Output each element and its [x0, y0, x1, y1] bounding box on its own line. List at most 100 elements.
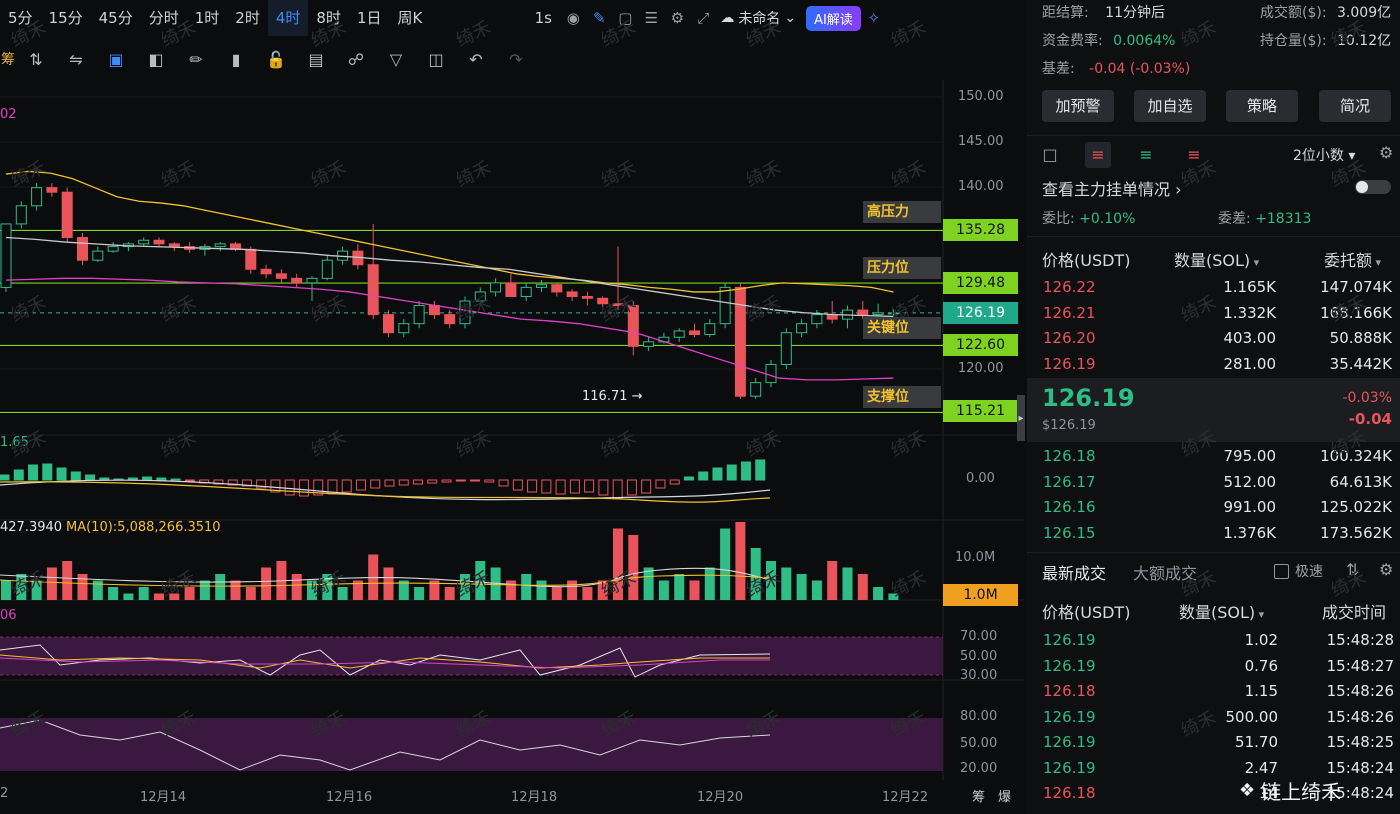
- ask-row[interactable]: 126.19 281.00 35.442K: [1027, 352, 1400, 377]
- volume-bar: [505, 580, 516, 600]
- caret-down-icon: ▾: [1348, 148, 1356, 164]
- volume-bar: [108, 587, 119, 600]
- macd-bar: [313, 479, 324, 496]
- share-icon[interactable]: ✧: [867, 9, 881, 27]
- bid-row[interactable]: 126.15 1.376K 173.562K: [1027, 521, 1400, 546]
- chart-name-dropdown[interactable]: ☁ 未命名 ⌄: [720, 8, 796, 28]
- camera-icon[interactable]: ◉: [566, 9, 580, 27]
- collapse-panel-icon[interactable]: ▸: [1017, 395, 1025, 441]
- orderbook-total: 64.613K: [1329, 472, 1392, 491]
- timeframe-4[interactable]: 1时: [194, 9, 220, 27]
- liquidation-button[interactable]: 爆: [998, 790, 1012, 805]
- bid-row[interactable]: 126.17 512.00 64.613K: [1027, 470, 1400, 495]
- x-tick-5: 12月22: [882, 790, 929, 805]
- candle-body: [153, 239, 165, 245]
- timeframe-0[interactable]: 5分: [8, 9, 33, 27]
- ask-row[interactable]: 126.21 1.332K 168.166K: [1027, 301, 1400, 326]
- volume-bar: [46, 567, 57, 600]
- ob-header-total[interactable]: 委托额 ▾: [1324, 251, 1382, 270]
- candle-body: [428, 305, 440, 316]
- orderbook-settings-icon[interactable]: ⚙: [1379, 143, 1394, 162]
- tab-large-trades[interactable]: 大额成交: [1133, 564, 1198, 583]
- ask-row[interactable]: 126.20 403.00 50.888K: [1027, 326, 1400, 351]
- trade-qty: 2.47: [1244, 758, 1278, 777]
- mode-split-icon[interactable]: ≡: [1085, 142, 1111, 168]
- overview-button[interactable]: 简况: [1319, 90, 1391, 122]
- ob-header-qty[interactable]: 数量(SOL) ▾: [1174, 251, 1260, 270]
- mode-bids-icon[interactable]: ≡: [1139, 145, 1153, 164]
- redo-icon[interactable]: ↷: [509, 49, 523, 69]
- select-icon[interactable]: ▣: [108, 49, 124, 69]
- undo-icon[interactable]: ↶: [469, 49, 483, 69]
- chip-distribution-button[interactable]: 筹: [972, 790, 986, 805]
- strategy-button[interactable]: 策略: [1226, 90, 1298, 122]
- main-orders-toggle[interactable]: [1355, 180, 1391, 194]
- candle-body: [520, 286, 532, 297]
- candle-icon[interactable]: ▮: [231, 49, 241, 69]
- cloud-icon: ☁: [720, 10, 735, 26]
- sort-icon[interactable]: ⇅: [1346, 560, 1360, 579]
- pen-icon[interactable]: ✎: [593, 9, 606, 27]
- timeframe-9[interactable]: 周K: [397, 9, 423, 27]
- bid-diff-value: +18313: [1255, 211, 1312, 227]
- x-tick-3: 12月18: [511, 790, 558, 805]
- volume-bar: [643, 567, 654, 600]
- timeframe-bar: 5分 15分 45分 分时 1时 2时 4时 8时 1日 周K 1s ◉ ✎ ▢ ☰ ⚙ ⤢ ☁ …: [0, 0, 1025, 36]
- mode-both-icon[interactable]: □: [1042, 145, 1058, 164]
- trades-settings-icon[interactable]: ⚙: [1379, 560, 1394, 579]
- candle-body: [750, 382, 762, 397]
- timeframe-8[interactable]: 1日: [356, 9, 382, 27]
- ask-row[interactable]: 126.22 1.165K 147.074K: [1027, 275, 1400, 300]
- fast-mode-checkbox[interactable]: 极速: [1274, 561, 1323, 581]
- settings-icon[interactable]: ⚙: [670, 9, 685, 27]
- trade-header-qty[interactable]: 数量(SOL) ▾: [1179, 603, 1265, 622]
- menu-icon[interactable]: ☰: [644, 9, 659, 27]
- add-alert-button[interactable]: 加预警: [1042, 90, 1114, 122]
- turnover-label: 成交额($):: [1260, 5, 1327, 21]
- orderbook-qty: 1.165K: [1223, 278, 1276, 296]
- bid-row[interactable]: 126.18 795.00 100.324K: [1027, 444, 1400, 469]
- chart-area[interactable]: 5分 15分 45分 分时 1时 2时 4时 8时 1日 周K 1s ◉ ✎ ▢ ☰ ⚙ ⤢ ☁ …: [0, 0, 1025, 814]
- lock-icon[interactable]: 🔓: [266, 49, 286, 69]
- timeframe-6[interactable]: 4时: [267, 0, 309, 36]
- orderbook-total: 50.888K: [1329, 329, 1392, 347]
- template-icon[interactable]: ▤: [308, 49, 324, 69]
- candle-body: [77, 237, 88, 261]
- logo-icon: ❖: [1239, 780, 1256, 801]
- trash-icon[interactable]: ◫: [428, 49, 444, 69]
- main-orders-link[interactable]: 查看主力挂单情况 ›: [1042, 176, 1182, 200]
- trade-row: 126.19 2.47 15:48:24: [1027, 756, 1400, 781]
- candle-body: [245, 248, 257, 270]
- eraser-icon[interactable]: ✏: [189, 49, 203, 69]
- ruler-icon[interactable]: ◧: [148, 49, 164, 69]
- orderbook-total: 168.166K: [1320, 303, 1392, 322]
- magnet-icon[interactable]: ⇅: [29, 49, 43, 69]
- fullscreen-icon[interactable]: ⤢: [697, 9, 710, 27]
- bid-row[interactable]: 126.16 991.00 125.022K: [1027, 495, 1400, 520]
- turnover-value: 3.009亿: [1337, 5, 1392, 21]
- trade-qty: 0.76: [1244, 656, 1278, 675]
- popout-icon[interactable]: ▢: [618, 9, 633, 27]
- price-chart[interactable]: [0, 80, 1025, 814]
- decimals-dropdown[interactable]: 2位小数 ▾: [1293, 145, 1355, 165]
- timeframe-7[interactable]: 8时: [316, 9, 341, 27]
- ai-analysis-button[interactable]: AI解读: [806, 5, 861, 31]
- volume-bar: [796, 574, 807, 600]
- timeframe-list: 5分 15分 45分 分时 1时 2时 4时 8时 1日 周K: [0, 0, 430, 36]
- timeframe-1[interactable]: 15分: [48, 9, 83, 27]
- measure-icon[interactable]: ⇋: [69, 49, 83, 69]
- tab-latest-trades[interactable]: 最新成交: [1042, 564, 1107, 583]
- mode-asks-icon[interactable]: ≡: [1187, 145, 1201, 164]
- timeframe-2[interactable]: 45分: [98, 9, 133, 27]
- volume-bar: [169, 593, 180, 600]
- timeframe-3[interactable]: 分时: [148, 9, 179, 27]
- filter-icon[interactable]: ▽: [389, 49, 403, 69]
- add-watchlist-button[interactable]: 加自选: [1134, 90, 1206, 122]
- level-tag-support: 115.21: [943, 400, 1018, 422]
- candle-body: [627, 305, 639, 347]
- toolbar-partial-label[interactable]: 筹: [1, 52, 15, 68]
- timeframe-5[interactable]: 2时: [235, 9, 260, 27]
- candle-body: [490, 282, 502, 293]
- link-icon[interactable]: ☍: [347, 49, 365, 69]
- interval-button[interactable]: 1s: [534, 9, 552, 27]
